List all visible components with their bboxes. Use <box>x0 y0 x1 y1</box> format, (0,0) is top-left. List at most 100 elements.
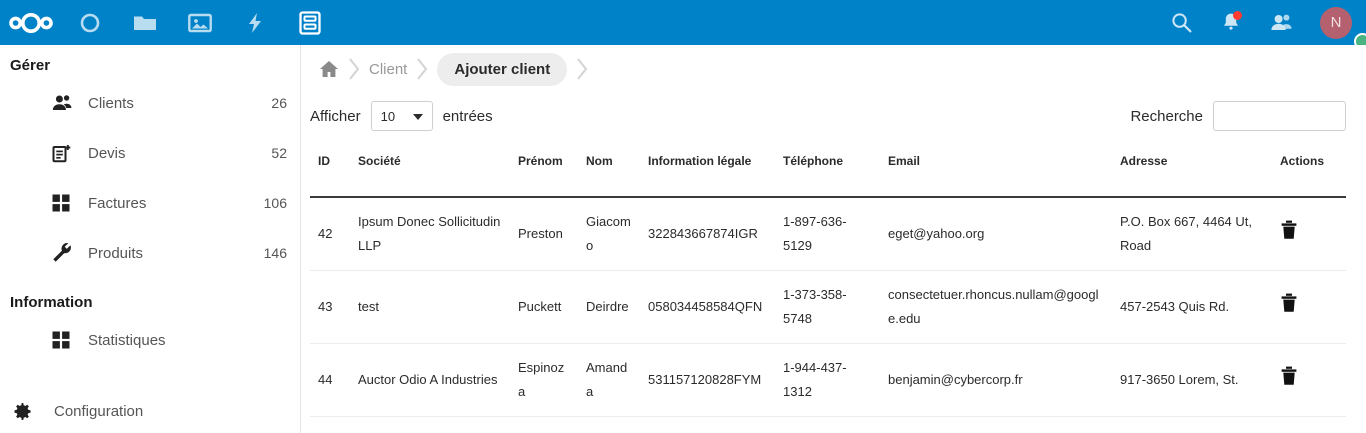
column-header-nom[interactable]: Nom <box>578 139 640 198</box>
header-right-controls: N <box>1156 0 1366 50</box>
search-icon[interactable] <box>1156 0 1206 45</box>
notification-badge <box>1233 11 1242 20</box>
trash-icon[interactable] <box>1280 366 1298 386</box>
sidebar-item-label: Configuration <box>54 402 144 420</box>
sidebar-item-label: Produits <box>88 244 144 262</box>
sidebar-section-title-information: Information <box>10 294 93 311</box>
cell-info: 322843667874IGR <box>640 197 775 271</box>
trash-icon[interactable] <box>1280 293 1298 313</box>
column-header-societe[interactable]: Société <box>350 139 510 198</box>
avatar[interactable]: N <box>1306 0 1366 50</box>
app-menu <box>62 0 337 54</box>
clients-table-container: ID Société Prénom Nom Information légale… <box>301 139 1366 433</box>
cell-id: 43 <box>310 270 350 344</box>
dashboard-icon[interactable] <box>62 0 117 45</box>
avatar-initial: N <box>1320 6 1352 39</box>
home-icon[interactable] <box>319 60 339 78</box>
cell-prenom: Espinoza <box>510 343 578 417</box>
chevron-down-icon <box>412 114 423 120</box>
cell-prenom: Dawson <box>510 416 578 433</box>
activity-icon[interactable] <box>227 0 282 45</box>
sidebar-item-configuration[interactable]: Configuration <box>0 389 301 433</box>
cell-adresse: Ap #698-3925 Sociis St. <box>1112 416 1272 433</box>
breadcrumb: Client Ajouter client <box>301 45 1366 93</box>
sidebar-item-label: Devis <box>88 144 126 162</box>
sidebar-item-count: 26 <box>271 95 287 111</box>
grid-icon <box>52 331 76 349</box>
cell-telephone: 1-897-636-5129 <box>775 197 880 271</box>
cell-nom: Amanda <box>578 343 640 417</box>
column-header-information-legale[interactable]: Information légale <box>640 139 775 198</box>
trash-icon[interactable] <box>1280 220 1298 240</box>
sidebar-item-count: 52 <box>271 145 287 161</box>
cell-nom: Odette <box>578 416 640 433</box>
sidebar-item-clients[interactable]: Clients 26 <box>0 78 300 128</box>
top-header-bar: N <box>0 0 1366 54</box>
column-header-prenom[interactable]: Prénom <box>510 139 578 198</box>
breadcrumb-separator-icon <box>407 58 437 80</box>
cell-id: 42 <box>310 197 350 271</box>
files-icon[interactable] <box>117 0 172 45</box>
cell-email: dictum.cursus@yahoo.edu <box>880 416 1112 433</box>
cell-info: 058034458584QFN <box>640 270 775 344</box>
clients-table: ID Société Prénom Nom Information légale… <box>310 139 1346 433</box>
document-add-icon <box>52 144 76 163</box>
table-row: 42 Ipsum Donec Sollicitudin LLP Preston Gia… <box>310 197 1346 271</box>
cell-prenom: Puckett <box>510 270 578 344</box>
cell-email: eget@yahoo.org <box>880 197 1112 271</box>
cell-id: 45 <box>310 416 350 433</box>
cell-prenom: Preston <box>510 197 578 271</box>
gear-icon <box>13 402 37 421</box>
sidebar-item-statistiques[interactable]: Statistiques <box>0 315 300 365</box>
grid-icon <box>52 194 76 212</box>
search-input[interactable] <box>1213 101 1346 131</box>
cell-adresse: 457-2543 Quis Rd. <box>1112 270 1272 344</box>
sidebar-item-devis[interactable]: Devis 52 <box>0 128 300 178</box>
breadcrumb-item-client[interactable]: Client <box>369 60 408 78</box>
column-header-id[interactable]: ID <box>310 139 350 198</box>
cell-info: 466143582715TCR <box>640 416 775 433</box>
cell-telephone: 1-373-358-5748 <box>775 270 880 344</box>
notifications-bell-icon[interactable] <box>1206 0 1256 45</box>
invoice-app-icon[interactable] <box>282 0 337 54</box>
cell-actions <box>1272 343 1346 417</box>
cell-info: 531157120828FYM <box>640 343 775 417</box>
cell-telephone: 1-365-885-2143 <box>775 416 880 433</box>
sidebar-item-factures[interactable]: Factures 106 <box>0 178 300 228</box>
table-header-row: ID Société Prénom Nom Information légale… <box>310 139 1346 198</box>
table-row: 45Donec FoundationDawsonOdette4661435827… <box>310 416 1346 433</box>
sidebar-item-count: 146 <box>263 245 287 261</box>
cell-telephone: 1-944-437-1312 <box>775 343 880 417</box>
cell-actions <box>1272 270 1346 344</box>
nextcloud-logo[interactable] <box>0 12 62 34</box>
cell-nom: Giacomo <box>578 197 640 271</box>
breadcrumb-separator-icon <box>339 58 369 80</box>
table-row: 43 test Puckett Deirdre 058034458584QFN 1-373… <box>310 270 1346 344</box>
entries-per-page-select[interactable]: 10 <box>370 101 433 131</box>
search-label: Recherche <box>1130 107 1203 125</box>
entries-per-page-value: 10 <box>380 108 396 124</box>
column-header-telephone[interactable]: Téléphone <box>775 139 880 198</box>
sidebar-item-produits[interactable]: Produits 146 <box>0 228 300 278</box>
column-header-actions[interactable]: Actions <box>1272 139 1346 198</box>
cell-adresse: 917-3650 Lorem, St. <box>1112 343 1272 417</box>
cell-email: benjamin@cybercorp.fr <box>880 343 1112 417</box>
table-length-control: Afficher 10 entrées <box>310 101 493 131</box>
users-icon <box>52 94 76 112</box>
cell-actions <box>1272 416 1346 433</box>
cell-nom: Deirdre <box>578 270 640 344</box>
cell-id: 44 <box>310 343 350 417</box>
sidebar-item-label: Clients <box>88 94 134 112</box>
breadcrumb-item-ajouter-client[interactable]: Ajouter client <box>437 52 568 86</box>
table-header: ID Société Prénom Nom Information légale… <box>310 139 1346 198</box>
column-header-adresse[interactable]: Adresse <box>1112 139 1272 198</box>
column-header-email[interactable]: Email <box>880 139 1112 198</box>
sidebar-item-label: Factures <box>88 194 147 212</box>
contacts-icon[interactable] <box>1256 0 1306 45</box>
cell-actions <box>1272 197 1346 271</box>
sidebar: Gérer Clients 26 <box>0 45 301 433</box>
photos-icon[interactable] <box>172 0 227 45</box>
main-content: Client Ajouter client Afficher 10 entrée… <box>301 45 1366 433</box>
cell-adresse: P.O. Box 667, 4464 Ut, Road <box>1112 197 1272 271</box>
